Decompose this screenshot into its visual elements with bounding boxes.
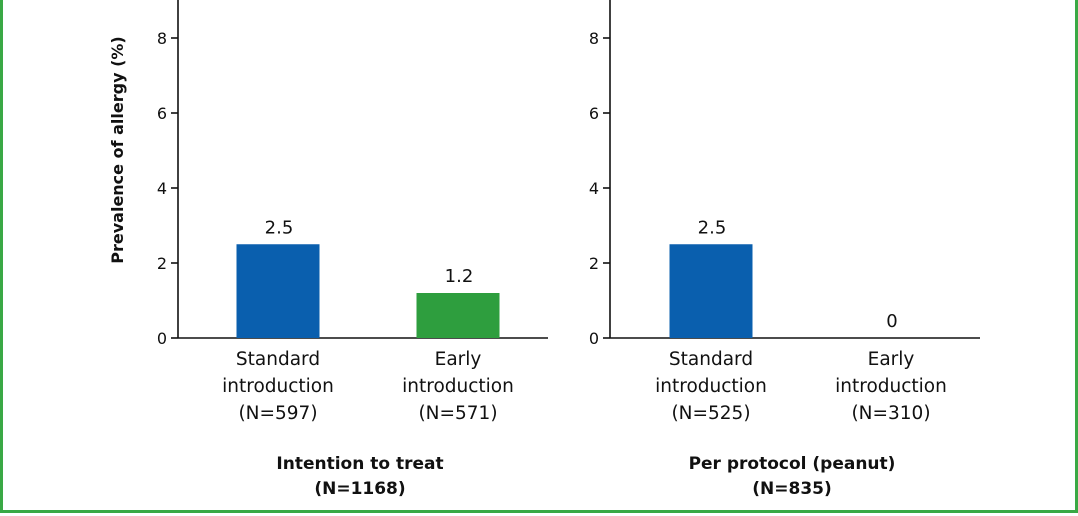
y-tick-label: 2 [157,254,167,273]
panel-title: Intention to treat [276,454,443,474]
bar [416,293,500,338]
category-label: introduction [655,376,767,397]
data-label: 1.2 [445,266,474,287]
y-tick-label: 4 [157,179,167,198]
y-tick-label: 2 [589,254,599,273]
category-label: (N=525) [671,403,750,424]
y-tick-label: 0 [157,329,167,348]
category-label: introduction [222,376,334,397]
category-label: Standard [669,349,753,370]
category-label: (N=597) [238,403,317,424]
category-label: Early [868,349,915,370]
category-label: (N=310) [851,403,930,424]
category-label: (N=571) [418,403,497,424]
category-label: Standard [236,349,320,370]
panel-title: Per protocol (peanut) [689,454,896,474]
data-label: 0 [886,311,897,332]
data-label: 2.5 [698,217,727,238]
bar [669,244,753,338]
bar [236,244,320,338]
category-label: introduction [402,376,514,397]
y-tick-label: 4 [589,179,599,198]
y-tick-label: 6 [589,104,599,123]
y-tick-label: 8 [157,29,167,48]
category-label: introduction [835,376,947,397]
y-tick-label: 6 [157,104,167,123]
panel-title: (N=1168) [314,479,405,499]
bar-chart-figure: Prevalence of allergy (%) 0 2 4 6 8 2.5 Standa… [108,0,980,499]
chart-panel-2: 0 2 4 6 8 2.5 Standard introduction (N=525) 0 Earl… [589,0,980,499]
y-tick-label: 0 [589,329,599,348]
panel-title: (N=835) [752,479,832,499]
y-tick-label: 8 [589,29,599,48]
data-label: 2.5 [265,217,294,238]
y-axis-label: Prevalence of allergy (%) [108,36,127,263]
category-label: Early [435,349,482,370]
chart-panel-1: 0 2 4 6 8 2.5 Standard introduction (N=597) 1.2 Ea… [157,0,548,499]
